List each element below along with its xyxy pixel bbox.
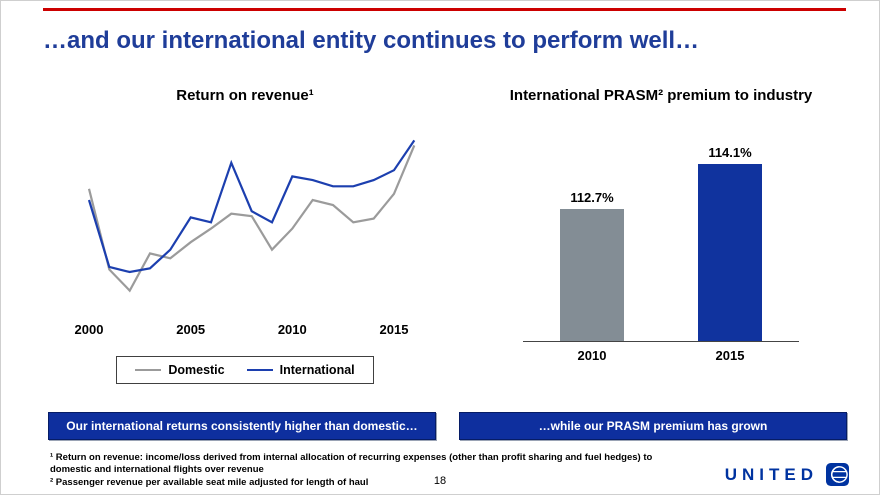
bar-2010 (560, 209, 624, 341)
prasm-bars: 112.7% 114.1% (523, 134, 799, 342)
line-chart-title: Return on revenue¹ (176, 87, 314, 104)
return-on-revenue-chart: 2000 2005 2010 2015 (75, 139, 416, 337)
bar-chart-title: International PRASM² premium to industry (509, 87, 813, 104)
footnotes: ¹ Return on revenue: income/loss derived… (50, 452, 690, 489)
bar-value-label: 112.7% (570, 190, 614, 205)
top-accent-rule (43, 8, 846, 11)
legend-line-swatch (246, 369, 273, 371)
united-logo: UNITED (725, 463, 849, 486)
legend-item-international: International (246, 363, 355, 377)
footnote-2: ² Passenger revenue per available seat m… (50, 476, 369, 488)
x-tick-label: 2000 (75, 322, 104, 337)
legend-item-domestic: Domestic (135, 363, 225, 377)
bar-category-label: 2015 (715, 348, 745, 363)
x-tick-label: 2005 (176, 322, 205, 337)
bar-column-2010: 112.7% (560, 190, 624, 341)
chart-legend: Domestic International (116, 356, 374, 384)
footnote-1: ¹ Return on revenue: income/loss derived… (50, 452, 653, 476)
bar-2015 (698, 164, 762, 341)
bar-category-label: 2010 (577, 348, 607, 363)
bar-column-2015: 114.1% (698, 145, 762, 341)
prasm-premium-section: International PRASM² premium to industry… (471, 87, 851, 363)
prasm-categories: 2010 2015 (523, 348, 799, 363)
line-series-domestic (87, 144, 416, 293)
line-series-international (87, 139, 416, 274)
callout-international-returns: Our international returns consistently h… (48, 412, 436, 440)
legend-label: International (279, 363, 355, 377)
page-number: 18 (433, 475, 447, 487)
legend-line-swatch (135, 369, 162, 371)
x-tick-label: 2015 (380, 322, 409, 337)
callout-prasm-premium: …while our PRASM premium has grown (459, 412, 847, 440)
united-wordmark: UNITED (724, 464, 818, 484)
x-tick-label: 2010 (278, 322, 307, 337)
bar-value-label: 114.1% (708, 145, 752, 160)
return-on-revenue-section: Return on revenue¹ 2000 2005 2010 2015 Dome… (49, 87, 441, 384)
legend-label: Domestic (168, 363, 225, 377)
slide-title: …and our international entity continues … (43, 27, 700, 54)
united-globe-icon (826, 463, 849, 486)
